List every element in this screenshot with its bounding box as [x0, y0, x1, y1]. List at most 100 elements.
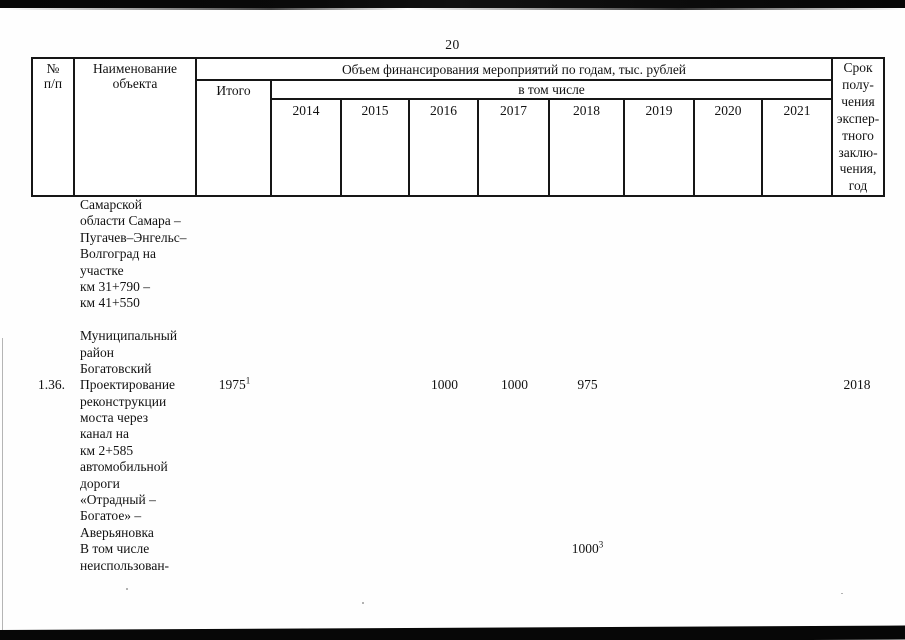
cell-y2021 [763, 492, 831, 508]
cell-y2016 [410, 476, 479, 492]
cell-itogo [197, 492, 272, 508]
cell-y2019 [625, 476, 695, 492]
cell-y2015 [342, 541, 410, 557]
cell-y2015 [342, 508, 410, 524]
table-body-row: моста через [33, 410, 883, 426]
cell-y2017 [479, 410, 550, 426]
cell-itogo [197, 541, 272, 557]
cell-name: автомобильной [80, 459, 168, 475]
footnote-marker: 1 [245, 375, 251, 386]
cell-y2021 [763, 345, 831, 361]
cell-y2015 [342, 263, 410, 279]
cell-name: Богатое» – [80, 508, 142, 524]
cell-y2017 [479, 476, 550, 492]
cell-y2019 [625, 197, 695, 213]
scan-speck [126, 588, 128, 590]
header-v-tom-chisle: в том числе [272, 81, 831, 100]
cell-y2016 [410, 213, 479, 229]
table-body-row: В том числе 10003 [33, 539, 883, 557]
table-body-row: Самарской [33, 197, 883, 213]
cell-y2017 [479, 213, 550, 229]
cell-y2014 [272, 377, 342, 393]
cell-y2015 [342, 246, 410, 262]
cell-num [33, 541, 75, 557]
cell-y2020 [695, 295, 763, 311]
cell-itogo [197, 328, 272, 344]
cell-y2019 [625, 213, 695, 229]
cell-y2016 [410, 312, 479, 328]
cell-num [33, 213, 75, 229]
footnote-marker: 3 [598, 539, 604, 550]
cell-y2019 [625, 508, 695, 524]
cell-y2020 [695, 345, 763, 361]
cell-y2021 [763, 541, 831, 557]
cell-y2019 [625, 410, 695, 426]
cell-y2018 [550, 476, 625, 492]
header-year-2017: 2017 [479, 100, 550, 195]
cell-y2018 [550, 230, 625, 246]
cell-y2020 [695, 361, 763, 377]
cell-y2018 [550, 295, 625, 311]
cell-itogo [197, 558, 272, 574]
cell-y2020 [695, 394, 763, 410]
cell-num [33, 295, 75, 311]
cell-y2016 [410, 263, 479, 279]
cell-y2021 [763, 197, 831, 213]
cell-y2016 [410, 492, 479, 508]
cell-y2016 [410, 246, 479, 262]
cell-srok [831, 492, 883, 508]
cell-y2015 [342, 476, 410, 492]
cell-y2014 [272, 525, 342, 541]
cell-srok [831, 476, 883, 492]
cell-y2015 [342, 328, 410, 344]
scan-edge-top [0, 0, 905, 10]
cell-srok [831, 312, 883, 328]
cell-y2016: 1000 [431, 377, 458, 393]
cell-itogo [197, 345, 272, 361]
cell-num [33, 246, 75, 262]
cell-y2016 [410, 410, 479, 426]
cell-y2018 [550, 328, 625, 344]
cell-num [33, 525, 75, 541]
cell-y2015 [342, 279, 410, 295]
cell-srok [831, 410, 883, 426]
cell-y2018 [550, 246, 625, 262]
cell-y2021 [763, 508, 831, 524]
header-financing-group: Объем финансирования мероприятий по года… [197, 59, 831, 81]
cell-y2018 [550, 508, 625, 524]
cell-y2014 [272, 279, 342, 295]
cell-y2019 [625, 443, 695, 459]
cell-y2021 [763, 558, 831, 574]
table-body-row: дороги [33, 476, 883, 492]
cell-y2016 [410, 361, 479, 377]
cell-y2018 [550, 492, 625, 508]
cell-name: км 41+550 [80, 295, 140, 311]
table-body-row: Муниципальный [33, 328, 883, 344]
cell-num [33, 459, 75, 475]
cell-srok [831, 558, 883, 574]
scan-artifact-left-line [2, 338, 3, 630]
cell-y2017 [479, 279, 550, 295]
cell-y2016 [410, 295, 479, 311]
cell-y2015 [342, 443, 410, 459]
cell-y2019 [625, 263, 695, 279]
cell-y2015 [342, 492, 410, 508]
cell-y2021 [763, 263, 831, 279]
cell-srok [831, 394, 883, 410]
cell-y2021 [763, 476, 831, 492]
cell-num [33, 361, 75, 377]
cell-num [33, 312, 75, 328]
cell-name [75, 312, 197, 328]
scan-speck [841, 593, 843, 594]
cell-name: Аверьяновка [80, 524, 154, 540]
cell-y2019 [625, 525, 695, 541]
cell-itogo [197, 443, 272, 459]
cell-y2019 [625, 328, 695, 344]
cell-name: Пугачев–Энгельс– [80, 229, 187, 245]
cell-y2014 [272, 492, 342, 508]
table-body-row: неиспользован- [33, 558, 883, 574]
table-body-row: Аверьяновка [33, 525, 883, 541]
cell-num [33, 328, 75, 344]
cell-itogo [197, 361, 272, 377]
